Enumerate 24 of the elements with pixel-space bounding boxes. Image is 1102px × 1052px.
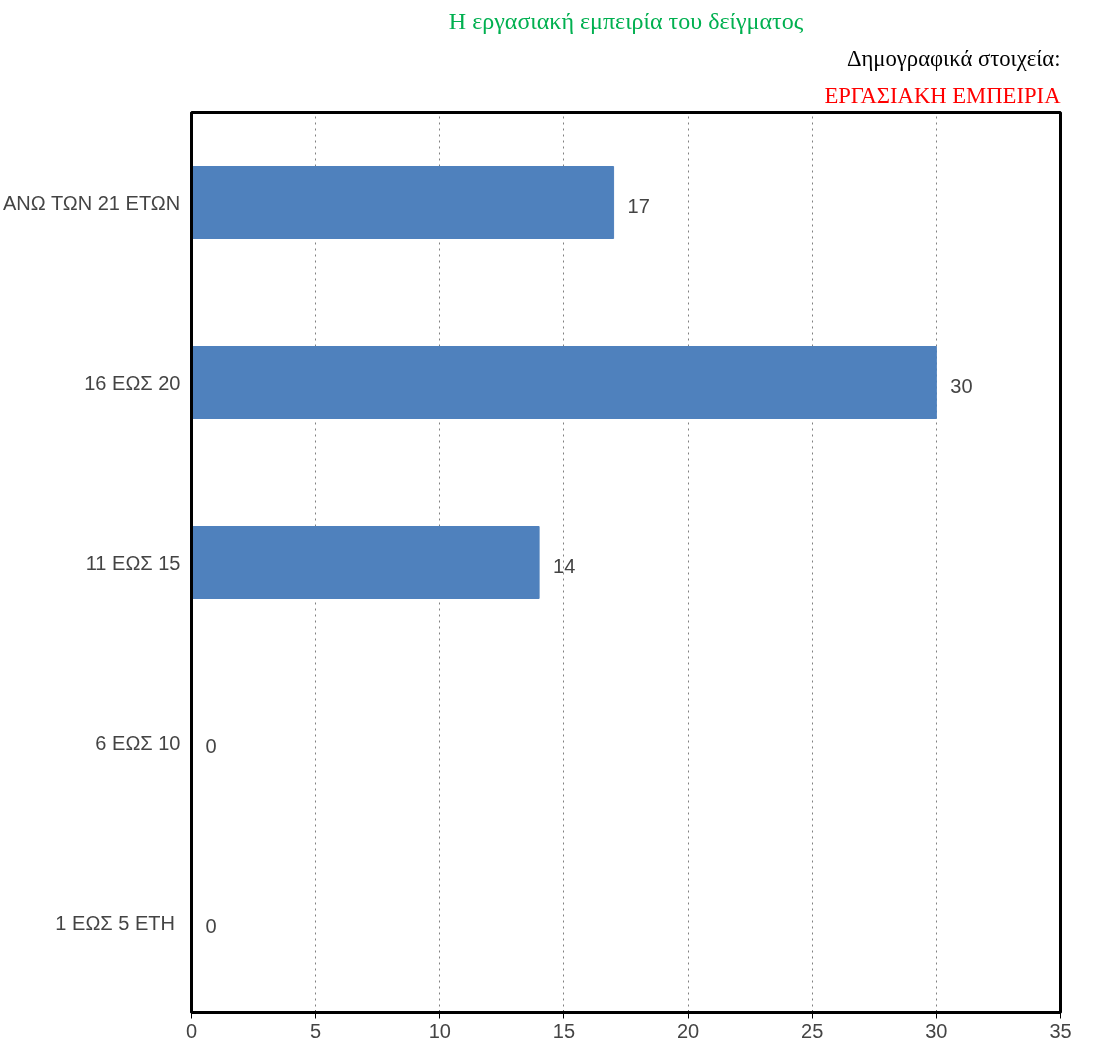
data-label: 0 [205,734,217,757]
x-tick-label: 0 [185,1019,198,1042]
data-label: 0 [205,914,217,937]
bar [191,526,540,599]
x-tick-label: 30 [925,1019,948,1042]
x-tick-label: 25 [801,1019,824,1042]
data-label: 17 [627,194,650,217]
x-tick-label: 15 [552,1019,576,1042]
y-tick-label: 1 ΕΩΣ 5 ΕΤΗ [55,911,175,934]
data-label: 30 [950,374,973,397]
chart-title: Η εργασιακή εμπειρία του δείγματος [448,7,804,34]
bar [191,346,937,419]
bar [191,166,615,239]
data-label: 14 [553,554,576,577]
y-tick-label: ΑΝΩ ΤΩΝ 21 ΕΤΩΝ [3,191,181,214]
y-tick-label: 11 ΕΩΣ 15 [85,551,181,574]
x-tick-label: 10 [428,1019,451,1042]
x-tick-label: 35 [1049,1019,1072,1042]
x-tick-label: 5 [310,1019,322,1042]
x-tick-label: 20 [676,1019,700,1042]
y-tick-label: 6 ΕΩΣ 10 [95,731,181,754]
text: ΕΡΓΑΣΙΑΚΗ ΕΜΠΕΙΡΙΑ [824,82,1062,108]
y-tick-label: 16 ΕΩΣ 20 [84,371,181,394]
text: Δημογραφικά στοιχεία: [846,45,1061,71]
